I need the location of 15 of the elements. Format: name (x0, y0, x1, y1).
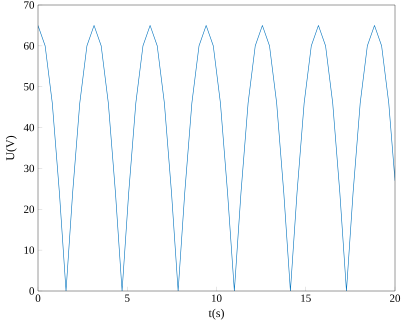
x-tick-label: 10 (212, 294, 222, 302)
x-tick-label: 20 (390, 294, 400, 302)
y-tick-label: 70 (24, 1, 34, 9)
y-tick-label: 50 (24, 83, 34, 90)
y-tick-label: 40 (24, 124, 34, 132)
y-tick-label: 0 (29, 287, 34, 295)
x-tick-label: 5 (125, 294, 130, 302)
x-axis-title: t(s) (208, 308, 224, 320)
y-axis-title: U(V) (6, 136, 17, 160)
y-tick-label: 20 (24, 206, 34, 213)
y-tick-label: 10 (24, 246, 34, 254)
x-tick-label: 15 (301, 294, 311, 302)
x-tick-label: 0 (36, 294, 40, 302)
y-tick-label: 30 (24, 164, 34, 172)
y-tick-label: 60 (24, 42, 34, 50)
